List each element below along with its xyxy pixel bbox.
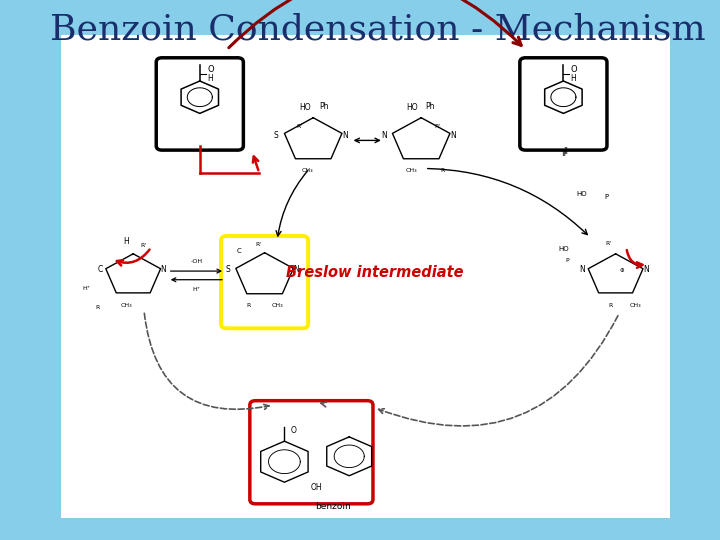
Text: Ph: Ph [319,102,328,111]
Text: N: N [450,131,456,139]
Text: Breslow intermediate: Breslow intermediate [286,265,463,280]
Text: N: N [161,266,166,274]
Text: OH: OH [311,483,323,492]
FancyArrowPatch shape [276,171,307,236]
Text: R': R' [296,124,302,130]
Text: P: P [565,258,569,263]
FancyArrowPatch shape [627,250,642,268]
Text: R': R' [434,124,441,130]
Text: O: O [290,426,296,435]
Text: II: II [563,147,567,156]
FancyBboxPatch shape [250,401,373,504]
Text: S: S [225,266,230,274]
FancyArrowPatch shape [229,0,521,48]
Text: HO: HO [300,103,311,112]
Text: N: N [580,266,585,274]
Text: CH₃: CH₃ [120,303,132,308]
FancyArrowPatch shape [144,313,269,409]
Text: O: O [571,65,577,73]
Text: H: H [571,74,576,83]
Text: N: N [294,266,299,274]
Text: H: H [123,237,129,246]
FancyArrowPatch shape [428,168,588,234]
Text: P: P [605,194,609,200]
Text: CH₃: CH₃ [630,303,642,308]
Text: R': R' [606,241,611,246]
FancyArrowPatch shape [379,316,618,426]
Text: -OH: -OH [190,259,202,264]
Text: O: O [207,65,214,73]
Text: R: R [246,303,251,308]
FancyBboxPatch shape [221,236,308,328]
Text: R': R' [256,242,262,247]
Text: S: S [274,131,279,139]
FancyBboxPatch shape [156,58,243,150]
Text: N: N [342,131,348,139]
Text: CH₃: CH₃ [302,168,313,173]
FancyBboxPatch shape [61,35,670,518]
Text: H⁺: H⁺ [192,287,200,292]
Text: I: I [199,150,201,158]
Text: N: N [643,266,649,274]
Text: Ph: Ph [426,102,435,111]
Text: C: C [237,248,242,254]
Text: Benzoin Condensation - Mechanism: Benzoin Condensation - Mechanism [50,13,706,46]
FancyArrowPatch shape [172,278,222,282]
Text: HO: HO [406,103,418,112]
Text: CH₃: CH₃ [405,168,417,173]
Text: benzoin: benzoin [315,502,351,511]
Text: N: N [381,131,387,139]
Text: HO: HO [576,191,587,198]
FancyArrowPatch shape [253,157,258,170]
FancyArrowPatch shape [355,138,379,143]
Text: H⁺: H⁺ [82,286,90,292]
Text: II: II [561,150,566,158]
Text: R: R [95,305,99,310]
FancyArrowPatch shape [321,402,327,407]
Text: H: H [207,74,212,83]
FancyBboxPatch shape [520,58,607,150]
Text: C: C [98,266,103,274]
Text: CH₃: CH₃ [272,303,284,308]
FancyArrowPatch shape [171,269,221,273]
Text: HO: HO [558,246,569,253]
Text: R': R' [140,244,147,248]
Text: ⊕: ⊕ [619,267,624,273]
Text: R: R [441,168,445,173]
FancyArrowPatch shape [117,249,150,266]
Text: R: R [608,303,613,308]
